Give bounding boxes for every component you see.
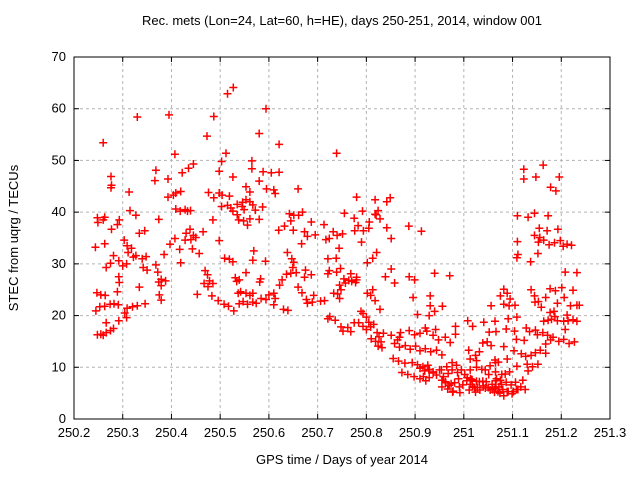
x-tick-label: 251 [453,425,475,440]
y-tick-label: 40 [52,204,66,219]
y-tick-label: 50 [52,152,66,167]
y-tick-label: 20 [52,308,66,323]
x-tick-label: 250.5 [204,425,237,440]
y-tick-label: 30 [52,256,66,271]
x-tick-label: 250.2 [58,425,91,440]
x-tick-label: 250.6 [253,425,286,440]
x-tick-label: 251.2 [545,425,578,440]
x-tick-label: 251.1 [496,425,529,440]
x-tick-label: 250.4 [155,425,188,440]
x-tick-label: 250.3 [106,425,139,440]
x-tick-label: 250.9 [399,425,432,440]
x-tick-label: 251.3 [594,425,627,440]
x-axis-label: GPS time / Days of year 2014 [256,452,428,467]
y-tick-label: 70 [52,49,66,64]
x-tick-label: 250.7 [301,425,334,440]
y-tick-label: 10 [52,359,66,374]
chart-title: Rec. mets (Lon=24, Lat=60, h=HE), days 2… [141,13,542,28]
y-tick-label: 0 [59,411,66,426]
x-tick-label: 250.8 [350,425,383,440]
y-tick-label: 60 [52,101,66,116]
scatter-points [91,83,584,400]
